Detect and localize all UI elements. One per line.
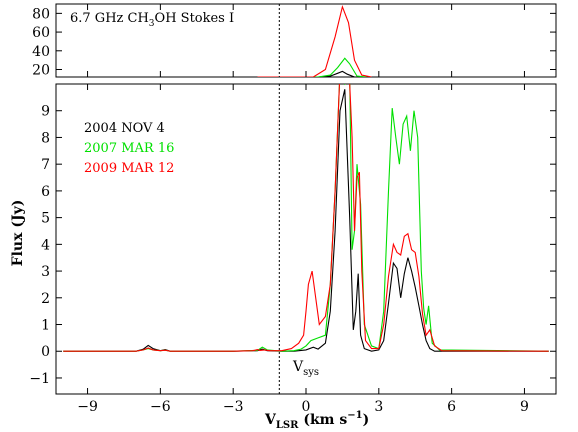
vsys-annotation: Vsys: [292, 359, 319, 378]
top-y-ticks: 20 40 60 80: [32, 4, 556, 79]
x-tick-label: −9: [77, 399, 98, 415]
top-y-tick-label: 60: [32, 25, 50, 41]
bot-y-tick-label: 0: [41, 344, 50, 360]
top-y-tick-label: 40: [32, 44, 50, 60]
x-tick-label: 6: [447, 399, 456, 415]
x-tick-label: −3: [223, 399, 244, 415]
x-tick-label: 3: [374, 399, 383, 415]
bot-y-tick-label: 3: [41, 264, 50, 280]
bot-y-tick-label: 9: [41, 104, 50, 120]
legend-entry-2007-mar-16: 2007 MAR 16: [84, 141, 174, 156]
legend: 2004 NOV 4 2007 MAR 16 2009 MAR 12: [84, 121, 174, 176]
legend-entry-2004-nov-4: 2004 NOV 4: [84, 121, 165, 136]
x-tick-label: −6: [150, 399, 171, 415]
top-series-line-2009-mar-12: [257, 4, 372, 77]
top-series-line-2007-mar-16: [257, 57, 367, 77]
top-series-line-2004-nov-4: [257, 70, 367, 77]
bot-y-tick-label: 1: [41, 318, 50, 334]
bot-series-line-2009-mar-12: [63, 84, 549, 352]
bot-y-tick-label: −1: [29, 371, 50, 387]
top-y-tick-label: 20: [32, 63, 50, 79]
bottom-series-group: [63, 84, 549, 352]
y-axis-label: Flux (Jy): [10, 200, 26, 267]
x-axis-label: VLSR (km s−1): [264, 410, 369, 431]
legend-entry-2009-mar-12: 2009 MAR 12: [84, 161, 174, 176]
top-panel: 20 40 60 80 6.7 GHz CH3OH Stokes I: [32, 3, 557, 79]
bot-y-tick-label: 8: [41, 130, 50, 146]
bot-y-tick-label: 7: [41, 157, 50, 173]
bot-y-tick-label: 5: [41, 211, 50, 227]
top-series-group: [257, 4, 372, 77]
x-tick-label: 9: [520, 399, 529, 415]
bottom-y-ticks: −1 0 1 2 3 4 5 6 7 8 9: [29, 104, 556, 387]
bottom-panel: −9 −6 −3 0 3 6 9 −1 0 1 2 3 4 5 6 7 8 9 2004 NOV 4 2007 M…: [10, 83, 557, 431]
bot-y-tick-label: 4: [41, 237, 50, 253]
bot-y-tick-label: 6: [41, 184, 50, 200]
top-y-tick-label: 80: [32, 6, 50, 22]
bot-y-tick-label: 2: [41, 291, 50, 307]
bottom-x-ticks: −9 −6 −3 0 3 6 9: [77, 84, 529, 415]
panel-title: 6.7 GHz CH3OH Stokes I: [70, 11, 234, 29]
x-tick-label: 0: [302, 399, 311, 415]
